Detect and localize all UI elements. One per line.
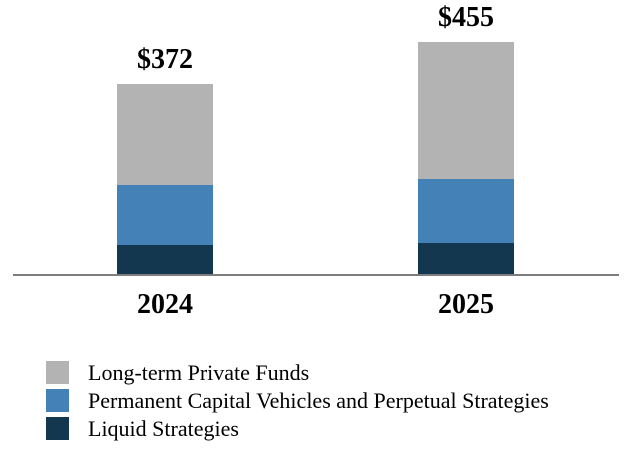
legend-item-long-term-private-funds: Long-term Private Funds bbox=[46, 361, 549, 384]
bar-segment-permanent-capital-vehicles-and-perpetual-strategies bbox=[117, 185, 213, 245]
legend: Long-term Private Funds Permanent Capital… bbox=[46, 361, 549, 440]
bar-group-2025: $455 2025 bbox=[418, 2, 514, 320]
legend-item-permanent-capital-vehicles-and-perpetual-strategies: Permanent Capital Vehicles and Perpetual… bbox=[46, 389, 549, 412]
bar-segment-long-term-private-funds bbox=[418, 42, 514, 179]
x-axis-tick-label: 2024 bbox=[137, 289, 193, 320]
bar-segment-long-term-private-funds bbox=[117, 84, 213, 185]
legend-label: Long-term Private Funds bbox=[88, 359, 310, 385]
bar-stack bbox=[117, 84, 213, 274]
legend-label: Permanent Capital Vehicles and Perpetual… bbox=[88, 387, 549, 413]
bar-segment-liquid-strategies bbox=[117, 245, 213, 274]
legend-label: Liquid Strategies bbox=[88, 415, 239, 441]
legend-swatch bbox=[46, 389, 69, 412]
bar-segment-liquid-strategies bbox=[418, 243, 514, 274]
legend-item-liquid-strategies: Liquid Strategies bbox=[46, 417, 549, 440]
legend-swatch bbox=[46, 417, 69, 440]
bar-stack bbox=[418, 42, 514, 274]
bar-segment-permanent-capital-vehicles-and-perpetual-strategies bbox=[418, 179, 514, 243]
legend-swatch bbox=[46, 361, 69, 384]
bar-total-label: $372 bbox=[137, 44, 193, 76]
x-axis-tick-label: 2025 bbox=[438, 289, 494, 320]
bar-group-2024: $372 2024 bbox=[117, 44, 213, 320]
x-axis-line bbox=[13, 274, 619, 276]
bar-total-label: $455 bbox=[438, 2, 494, 34]
